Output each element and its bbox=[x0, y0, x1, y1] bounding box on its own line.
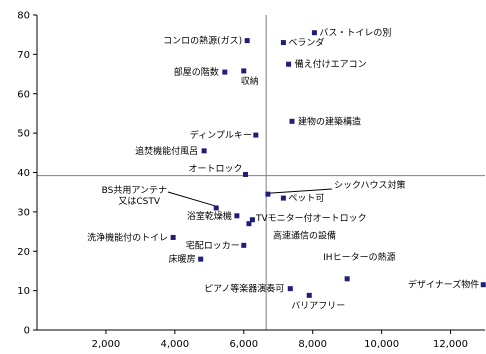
data-point bbox=[249, 217, 255, 223]
data-point bbox=[246, 221, 252, 227]
data-point bbox=[201, 148, 207, 154]
data-point bbox=[213, 205, 219, 211]
data-point bbox=[306, 292, 312, 298]
x-tick-label: 12,000 bbox=[433, 339, 468, 350]
data-point bbox=[234, 213, 240, 219]
point-label: ペット可 bbox=[288, 193, 324, 204]
data-points bbox=[170, 30, 486, 298]
point-label: バリアフリー bbox=[291, 300, 345, 311]
point-label: 浴室乾燥機 bbox=[187, 210, 232, 222]
y-tick-label: 80 bbox=[17, 11, 30, 22]
y-tick-label: 40 bbox=[17, 168, 30, 179]
data-point bbox=[280, 40, 286, 46]
y-tick-label: 50 bbox=[17, 129, 30, 140]
leader-line bbox=[167, 191, 216, 207]
point-label: 備え付けエアコン bbox=[295, 58, 367, 70]
data-point bbox=[480, 282, 486, 288]
point-label: コンロの熱源(ガス) bbox=[163, 35, 242, 47]
point-label: ベランダ bbox=[288, 37, 324, 49]
data-point bbox=[344, 276, 350, 282]
point-label: 高速通信の設備 bbox=[273, 230, 336, 242]
y-tick-label: 60 bbox=[17, 89, 30, 100]
point-label: ディンプルキー bbox=[190, 129, 252, 141]
point-label: シックハウス対策 bbox=[334, 179, 406, 191]
y-tick-label: 30 bbox=[17, 207, 30, 218]
data-point bbox=[241, 242, 247, 248]
point-label: 床暖房 bbox=[169, 253, 196, 265]
point-label: TVモニター付オートロック bbox=[255, 213, 367, 224]
x-tick-label: 2,000 bbox=[92, 339, 121, 350]
y-tick-label: 0 bbox=[24, 326, 30, 337]
point-label: 又はCSTV bbox=[118, 196, 160, 207]
point-label: IHヒーターの熱源 bbox=[323, 251, 395, 263]
data-point bbox=[289, 118, 295, 124]
point-label: オートロック bbox=[188, 163, 242, 174]
point-label: ピアノ等楽器演奏可 bbox=[204, 283, 284, 295]
point-label: BS共用アンテナ bbox=[102, 185, 167, 196]
x-tick-label: 6,000 bbox=[229, 339, 258, 350]
point-label: 追焚機能付風呂 bbox=[135, 145, 198, 157]
data-point bbox=[253, 132, 259, 138]
point-label: 宅配ロッカー bbox=[186, 239, 240, 251]
data-point bbox=[222, 69, 228, 75]
data-point bbox=[311, 30, 317, 36]
y-tick-label: 70 bbox=[17, 50, 30, 61]
data-point bbox=[198, 256, 204, 262]
y-tick-label: 10 bbox=[17, 286, 30, 297]
point-label: 洗浄機能付のトイレ bbox=[87, 231, 168, 243]
point-label: 建物の建築構造 bbox=[298, 115, 361, 127]
x-tick-label: 10,000 bbox=[364, 339, 399, 350]
reference-lines bbox=[37, 15, 485, 330]
point-label: 収納 bbox=[241, 75, 259, 87]
data-point bbox=[280, 195, 286, 201]
data-point bbox=[170, 234, 176, 240]
x-tick-label: 8,000 bbox=[298, 339, 327, 350]
point-label: バス・トイレの別 bbox=[319, 28, 391, 39]
y-tick-label: 20 bbox=[17, 247, 30, 258]
data-point bbox=[265, 191, 271, 197]
x-tick-label: 4,000 bbox=[161, 339, 190, 350]
point-label: デザイナーズ物件 bbox=[408, 279, 479, 291]
axes: 0 10 20 30 40 50 60 70 80 2,000 4,000 6,000 8,000 10,… bbox=[17, 11, 485, 350]
data-point bbox=[242, 171, 248, 177]
data-point bbox=[286, 61, 292, 67]
data-point bbox=[244, 38, 250, 44]
leader-line bbox=[269, 188, 333, 194]
data-point bbox=[241, 68, 247, 74]
point-label: 部屋の階数 bbox=[174, 66, 219, 78]
data-point bbox=[287, 286, 293, 292]
